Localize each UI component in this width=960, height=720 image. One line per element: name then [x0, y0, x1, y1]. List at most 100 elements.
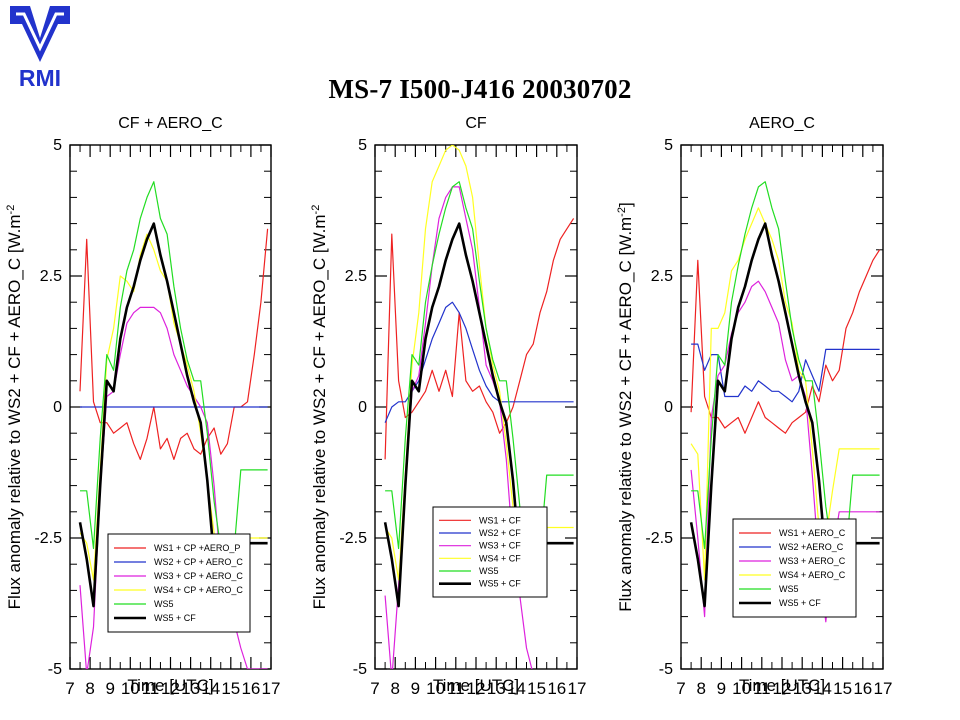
series-line-1 — [79, 228, 269, 460]
legend-label: WS2 + CF — [479, 528, 521, 538]
x-tick-label: 16 — [241, 679, 260, 698]
chart-panel-2: CF 7 8 9 10 11 12 13 14 15 16 17 -5 -2.5 0 2.5 5 Time [UT… — [310, 115, 586, 698]
y-tick-label: 5 — [358, 137, 367, 154]
legend-box — [732, 518, 857, 618]
y-axis-label-text: Flux anomaly relative to WS2 + CF + AERO… — [616, 217, 635, 612]
y-tick-label: 0 — [53, 399, 62, 416]
legend-label: WS5 + CF — [154, 613, 196, 623]
y-tick-label: -2.5 — [339, 530, 367, 547]
legend: WS1 + CP +AERO_P WS2 + CP + AERO_C WS3 + C… — [107, 533, 251, 633]
x-tick-label: 10 — [426, 679, 445, 698]
series-line-2 — [691, 343, 880, 403]
x-tick-label: 7 — [370, 679, 379, 698]
x-axis-label: Time [UTC] — [433, 676, 519, 695]
logo-mark-highlight — [16, 12, 64, 52]
series-line-3 — [690, 280, 880, 623]
y-tick-label: 2.5 — [345, 268, 367, 285]
x-axis-label: Time [UTC] — [127, 676, 213, 695]
legend-label: WS1 + CP +AERO_P — [154, 543, 240, 553]
x-tick-label: 8 — [85, 679, 94, 698]
series-line-1 — [690, 249, 881, 434]
x-tick-label: 12 — [467, 679, 486, 698]
x-tick-label: 9 — [105, 679, 114, 698]
y-tick-label: 5 — [53, 137, 62, 154]
legend-label: WS2 + CP + AERO_C — [154, 557, 243, 567]
x-tick-label: 15 — [221, 679, 240, 698]
legend-label: WS3 + CP + AERO_C — [154, 571, 243, 581]
x-tick-label: 16 — [853, 679, 872, 698]
legend-label: WS1 + CF — [479, 515, 521, 525]
y-tick-label: -5 — [353, 661, 367, 678]
series-group — [383, 145, 575, 669]
x-axis-label: Time [UTC] — [739, 676, 825, 695]
x-tick-label: 8 — [696, 679, 705, 698]
legend-label: WS3 + CF — [479, 541, 521, 551]
y-tick-label: 2.5 — [40, 268, 62, 285]
legend-label: WS3 + AERO_C — [779, 556, 846, 566]
logo-text: RMI — [19, 65, 61, 91]
series-line-5 — [80, 181, 268, 576]
legend-label: WS2 +AERO_C — [779, 542, 844, 552]
page-title: MS-7 I500-J416 20030702 — [328, 74, 632, 104]
legend-label: WS5 — [479, 566, 499, 576]
y-tick-label: -5 — [659, 661, 673, 678]
x-tick-label: 12 — [773, 679, 792, 698]
series-line-4 — [690, 207, 880, 581]
logo-mark — [10, 6, 70, 62]
x-tick-label: 7 — [676, 679, 685, 698]
legend-label: WS5 + CF — [779, 598, 821, 608]
x-tick-label: 7 — [65, 679, 74, 698]
y-tick-label: 0 — [664, 399, 673, 416]
chart-title: CF + AERO_C — [118, 115, 222, 132]
y-tick-label: -2.5 — [645, 530, 673, 547]
chart-panel-3: AERO_C 7 8 9 10 11 12 13 14 15 16 17 -5 -2.5 0 2.5 5 Time… — [616, 115, 892, 698]
y-axis-label: Flux anomaly relative to WS2 + CF + AERO… — [5, 205, 24, 610]
x-tick-label: 14 — [201, 679, 220, 698]
x-tick-label: 13 — [793, 679, 812, 698]
x-tick-label: 9 — [411, 679, 420, 698]
x-tick-label: 11 — [447, 679, 465, 698]
y-tick-label: -5 — [48, 661, 62, 678]
y-axis-label-tail: ] — [616, 202, 635, 207]
y-axis-label-unit-exponent: -2 — [5, 205, 17, 215]
legend-label: WS4 + CP + AERO_C — [154, 585, 243, 595]
x-tick-label: 14 — [507, 679, 526, 698]
x-tick-label: 17 — [874, 679, 893, 698]
x-tick-label: 15 — [527, 679, 546, 698]
legend-label: WS5 + CF — [479, 579, 521, 589]
y-tick-label: -2.5 — [34, 530, 62, 547]
series-line-1 — [384, 218, 575, 460]
x-tick-label: 10 — [121, 679, 140, 698]
y-axis-label-text: Flux anomaly relative to WS2 + CF + AERO… — [310, 214, 329, 609]
x-tick-label: 13 — [487, 679, 506, 698]
x-tick-label: 13 — [181, 679, 200, 698]
chart-title: CF — [465, 115, 487, 132]
legend-box — [432, 506, 548, 598]
x-tick-label: 11 — [753, 679, 771, 698]
legend-label: WS5 — [154, 599, 174, 609]
legend-label: WS5 — [779, 584, 799, 594]
x-tick-label: 9 — [717, 679, 726, 698]
x-tick-label: 17 — [262, 679, 281, 698]
y-tick-label: 0 — [358, 399, 367, 416]
series-line-2 — [384, 301, 574, 423]
y-tick-label: 2.5 — [651, 268, 673, 285]
chart-title: AERO_C — [749, 115, 815, 132]
y-axis-label: Flux anomaly relative to WS2 + CF + AERO… — [616, 202, 635, 611]
y-axis-label-unit-exponent: -2 — [616, 207, 628, 217]
x-tick-label: 12 — [161, 679, 180, 698]
x-tick-label: 10 — [732, 679, 751, 698]
legend: WS1 + AERO_C WS2 +AERO_C WS3 + AERO_C WS4 +… — [732, 518, 857, 618]
y-axis-label: Flux anomaly relative to WS2 + CF + AERO… — [310, 205, 329, 610]
legend-label: WS1 + AERO_C — [779, 528, 846, 538]
rmi-logo: RMI — [10, 6, 70, 91]
legend-label: WS4 + CF — [479, 553, 521, 563]
x-tick-label: 16 — [547, 679, 566, 698]
chart-panel-1: CF + AERO_C 7 8 9 10 11 12 13 14 15 16 17 -5 -2.5 0 2.5… — [5, 115, 280, 698]
legend-label: WS4 + AERO_C — [779, 570, 846, 580]
x-tick-label: 14 — [813, 679, 832, 698]
y-axis-label-text: Flux anomaly relative to WS2 + CF + AERO… — [5, 214, 24, 609]
x-tick-label: 15 — [833, 679, 852, 698]
legend: WS1 + CF WS2 + CF WS3 + CF WS4 + CF WS5 WS5 +… — [432, 506, 548, 598]
